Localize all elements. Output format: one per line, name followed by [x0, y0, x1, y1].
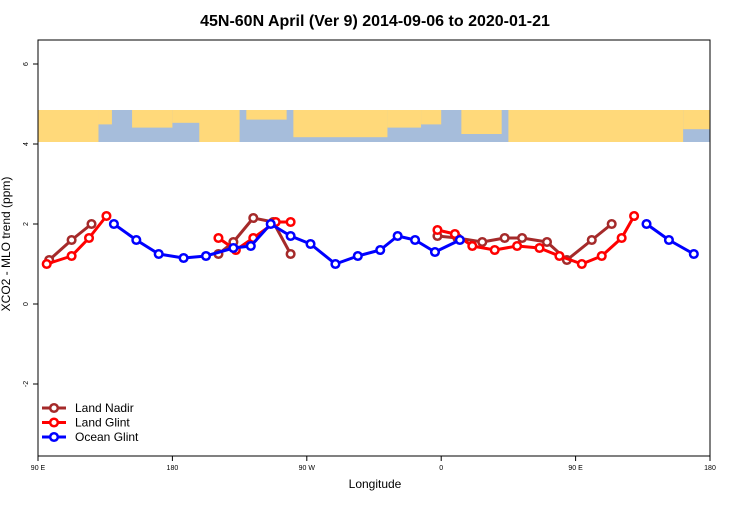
- y-tick-label: 0: [23, 302, 30, 306]
- land-glint-point: [629, 210, 640, 222]
- map-land-6: [293, 110, 388, 138]
- ocean-glint-line: [113, 222, 461, 266]
- x-axis-label: Longitude: [349, 477, 402, 491]
- land-glint-point: [554, 250, 565, 262]
- land-nadir-point: [477, 236, 488, 248]
- map-land-0: [38, 110, 99, 142]
- land-glint-point: [213, 232, 224, 244]
- ocean-glint-point: [131, 234, 142, 246]
- land-nadir-point: [248, 212, 259, 224]
- ocean-glint-point: [410, 234, 421, 246]
- ocean-glint-point: [265, 218, 276, 230]
- legend-marker-land-nadir: [48, 402, 60, 414]
- legend-marker-land-glint: [48, 417, 60, 428]
- y-tick-label: -2: [23, 381, 30, 387]
- y-axis-label: XCO2 - MLO trend (ppm): [0, 177, 13, 312]
- land-nadir-point: [541, 236, 553, 248]
- x-tick-label: 90 E: [31, 465, 46, 472]
- ocean-glint-point: [330, 258, 341, 270]
- y-tick-label: 4: [23, 142, 30, 146]
- ocean-glint-point: [688, 248, 699, 260]
- land-glint-point: [285, 216, 296, 228]
- legend-label-ocean-glint: Ocean Glint: [75, 430, 139, 444]
- map-land-7: [387, 110, 422, 128]
- plot-frame: [37, 39, 711, 457]
- map-land-4: [199, 121, 240, 142]
- land-glint-point: [41, 258, 52, 270]
- map-land-1: [98, 110, 112, 125]
- ocean-glint-point: [285, 230, 296, 242]
- land-nadir-point: [66, 234, 77, 246]
- chart-title: 45N-60N April (Ver 9) 2014-09-06 to 2020…: [200, 13, 550, 30]
- land-glint-point: [596, 250, 607, 262]
- x-tick-label: 180: [167, 465, 179, 472]
- land-nadir-point: [499, 232, 510, 244]
- ocean-glint-point: [108, 218, 119, 230]
- land-nadir-point: [285, 248, 296, 260]
- legend-label-land-glint: Land Glint: [75, 416, 130, 430]
- ocean-glint-point: [454, 234, 465, 246]
- land-glint-point: [467, 240, 478, 252]
- land-glint-point: [449, 228, 460, 240]
- x-tick-label: 90 W: [299, 465, 316, 472]
- land-nadir-point: [517, 232, 528, 244]
- legend-label-land-nadir: Land Nadir: [75, 401, 134, 415]
- land-glint-point: [432, 224, 443, 236]
- land-glint-point: [66, 250, 77, 262]
- map-land-8: [421, 110, 442, 125]
- ocean-glint-point: [641, 218, 652, 230]
- ocean-glint-point: [200, 250, 212, 262]
- ocean-glint-point: [429, 246, 441, 258]
- land-nadir-point: [86, 218, 97, 230]
- land-glint-point: [512, 240, 523, 252]
- world-map-band: [38, 110, 710, 142]
- ocean-glint-point: [153, 248, 164, 260]
- land-glint-line: [46, 215, 108, 266]
- map-land-2: [132, 110, 173, 128]
- land-glint-point: [83, 232, 95, 244]
- ocean-glint-point: [375, 244, 386, 256]
- x-tick-label: 90 E: [568, 465, 583, 472]
- x-tick-label: 180: [704, 465, 716, 472]
- y-tick-label: 2: [23, 222, 30, 226]
- legend-marker-ocean-glint: [48, 431, 60, 443]
- land-nadir-point: [586, 234, 597, 246]
- map-land-11: [683, 110, 710, 130]
- land-glint-point: [489, 244, 500, 256]
- ocean-glint-point: [663, 234, 674, 246]
- ocean-glint-point: [352, 250, 363, 262]
- x-tick-label: 0: [439, 465, 443, 472]
- map-land-9: [461, 110, 502, 134]
- ocean-glint-point: [392, 230, 403, 242]
- axes: 90 E 180 90 W 0 90 E 180 -2 0 2 4 6: [23, 62, 716, 472]
- land-glint-point: [101, 210, 112, 222]
- ocean-glint-point: [228, 242, 239, 254]
- ocean-glint-point: [245, 240, 256, 252]
- map-land-3: [172, 110, 240, 123]
- land-glint-point: [534, 242, 545, 254]
- ocean-glint-point: [305, 238, 316, 250]
- land-glint-point: [616, 232, 627, 244]
- map-land-10: [508, 110, 684, 142]
- land-glint-point: [576, 258, 587, 270]
- land-nadir-point: [606, 218, 617, 230]
- map-land-5: [246, 110, 287, 120]
- y-tick-label: 6: [23, 62, 30, 66]
- ocean-glint-point: [178, 252, 189, 264]
- data-series: [41, 210, 699, 270]
